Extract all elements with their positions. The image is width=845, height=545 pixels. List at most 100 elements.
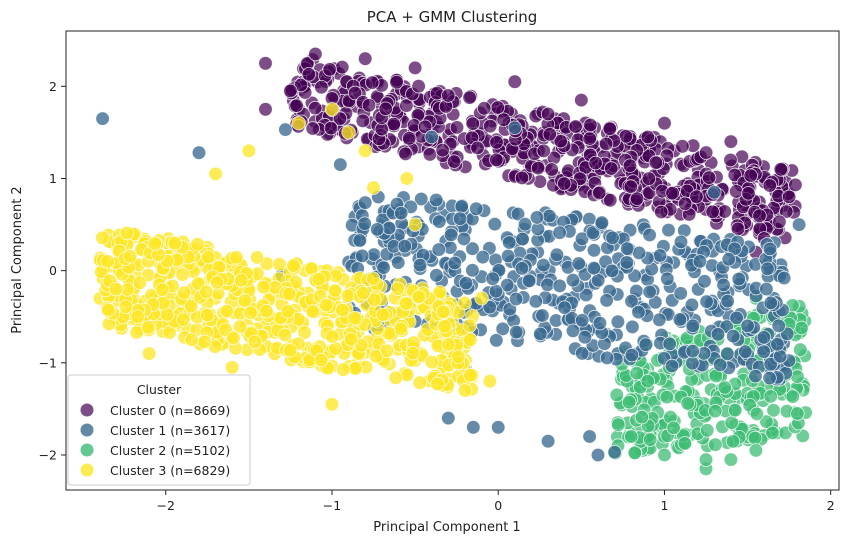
scatter-point-cluster-0 bbox=[598, 136, 614, 152]
scatter-point-cluster-0 bbox=[773, 162, 789, 177]
scatter-point-cluster-1 bbox=[599, 350, 615, 366]
scatter-point-cluster-1 bbox=[672, 312, 688, 327]
scatter-point-cluster-0 bbox=[435, 142, 450, 158]
scatter-point-cluster-0 bbox=[446, 154, 462, 169]
scatter-point-cluster-1 bbox=[514, 261, 530, 276]
scatter-point-cluster-2 bbox=[793, 342, 808, 357]
scatter-point-cluster-2 bbox=[790, 406, 805, 421]
scatter-point-cluster-3 bbox=[341, 125, 356, 140]
legend-marker-cluster-3 bbox=[80, 463, 94, 477]
scatter-point-cluster-3 bbox=[241, 143, 257, 159]
scatter-point-cluster-0 bbox=[675, 139, 690, 154]
scatter-point-cluster-0 bbox=[717, 204, 732, 219]
scatter-point-cluster-0 bbox=[641, 171, 657, 186]
scatter-point-cluster-3 bbox=[118, 299, 134, 315]
y-tick-label: 0 bbox=[49, 263, 57, 278]
scatter-point-cluster-3 bbox=[256, 280, 271, 295]
scatter-point-cluster-0 bbox=[389, 74, 404, 90]
scatter-point-cluster-3 bbox=[365, 271, 381, 286]
legend-entry-cluster-1: Cluster 1 (n=3617) bbox=[110, 423, 230, 438]
scatter-point-cluster-3 bbox=[390, 281, 405, 296]
scatter-point-cluster-2 bbox=[640, 374, 656, 389]
scatter-point-cluster-3 bbox=[325, 329, 340, 344]
y-axis-label: Principal Component 2 bbox=[10, 186, 25, 333]
scatter-point-cluster-1 bbox=[731, 271, 747, 287]
scatter-point-cluster-1 bbox=[443, 227, 459, 243]
scatter-point-cluster-0 bbox=[407, 60, 423, 76]
scatter-point-cluster-3 bbox=[375, 307, 391, 323]
scatter-point-cluster-0 bbox=[402, 131, 417, 146]
scatter-point-cluster-2 bbox=[748, 443, 764, 458]
scatter-point-cluster-1 bbox=[642, 227, 657, 243]
scatter-point-cluster-2 bbox=[680, 396, 695, 411]
scatter-point-cluster-1 bbox=[574, 231, 590, 247]
scatter-point-cluster-1 bbox=[452, 211, 468, 226]
scatter-point-cluster-3 bbox=[388, 370, 404, 386]
scatter-point-cluster-1 bbox=[638, 337, 654, 352]
scatter-point-cluster-3 bbox=[482, 374, 498, 389]
scatter-point-cluster-1 bbox=[491, 420, 506, 435]
scatter-point-cluster-2 bbox=[624, 429, 639, 444]
scatter-point-cluster-3 bbox=[229, 250, 244, 265]
scatter-point-cluster-1 bbox=[507, 120, 523, 136]
scatter-point-cluster-1 bbox=[692, 254, 708, 269]
y-tick-label: −2 bbox=[39, 447, 57, 462]
scatter-point-cluster-1 bbox=[429, 192, 444, 208]
scatter-point-cluster-1 bbox=[549, 247, 565, 263]
scatter-point-cluster-2 bbox=[763, 389, 778, 404]
scatter-point-cluster-3 bbox=[219, 303, 235, 319]
scatter-point-cluster-1 bbox=[652, 312, 667, 328]
scatter-point-cluster-1 bbox=[791, 217, 807, 232]
scatter-point-cluster-3 bbox=[297, 325, 312, 340]
y-axis: −2 −1 0 1 2 bbox=[39, 79, 66, 462]
scatter-point-cluster-2 bbox=[698, 452, 714, 467]
scatter-point-cluster-1 bbox=[773, 349, 788, 364]
scatter-point-cluster-3 bbox=[184, 332, 199, 347]
scatter-point-cluster-3 bbox=[343, 332, 359, 347]
scatter-point-cluster-3 bbox=[335, 302, 350, 318]
scatter-point-cluster-1 bbox=[552, 278, 567, 294]
scatter-point-cluster-0 bbox=[762, 178, 778, 193]
legend: Cluster Cluster 0 (n=8669) Cluster 1 (n=… bbox=[67, 374, 251, 486]
scatter-point-cluster-1 bbox=[533, 326, 548, 342]
scatter-point-cluster-1 bbox=[571, 256, 586, 271]
scatter-point-cluster-1 bbox=[590, 447, 606, 463]
scatter-point-cluster-3 bbox=[208, 166, 223, 182]
scatter-point-cluster-0 bbox=[477, 101, 492, 116]
y-tick-label: 2 bbox=[49, 79, 57, 94]
scatter-point-cluster-1 bbox=[552, 225, 567, 240]
scatter-point-cluster-3 bbox=[366, 180, 381, 195]
scatter-point-cluster-2 bbox=[765, 425, 780, 441]
scatter-point-cluster-1 bbox=[509, 324, 524, 340]
scatter-point-cluster-0 bbox=[623, 179, 639, 194]
scatter-point-cluster-3 bbox=[277, 327, 293, 343]
scatter-point-cluster-0 bbox=[470, 140, 485, 156]
scatter-point-cluster-1 bbox=[770, 337, 785, 352]
scatter-point-cluster-3 bbox=[283, 343, 298, 358]
scatter-point-cluster-1 bbox=[495, 321, 510, 337]
scatter-point-cluster-1 bbox=[515, 231, 530, 247]
scatter-point-cluster-0 bbox=[536, 143, 551, 159]
scatter-point-cluster-0 bbox=[507, 74, 523, 89]
scatter-point-cluster-3 bbox=[435, 304, 451, 320]
scatter-point-cluster-0 bbox=[314, 79, 329, 95]
legend-entry-cluster-3: Cluster 3 (n=6829) bbox=[110, 463, 230, 478]
scatter-point-cluster-0 bbox=[358, 51, 373, 66]
scatter-point-cluster-1 bbox=[577, 330, 593, 345]
scatter-point-cluster-2 bbox=[725, 434, 741, 449]
scatter-point-cluster-3 bbox=[340, 288, 356, 303]
legend-entry-cluster-0: Cluster 0 (n=8669) bbox=[110, 403, 230, 418]
scatter-point-cluster-0 bbox=[355, 113, 371, 129]
scatter-point-cluster-3 bbox=[305, 304, 320, 319]
scatter-point-cluster-0 bbox=[422, 147, 438, 162]
scatter-point-cluster-0 bbox=[788, 177, 803, 193]
scatter-point-cluster-0 bbox=[386, 116, 402, 132]
scatter-point-cluster-0 bbox=[557, 176, 572, 191]
scatter-point-cluster-2 bbox=[634, 409, 650, 425]
scatter-point-cluster-1 bbox=[565, 323, 581, 339]
scatter-point-cluster-1 bbox=[381, 220, 397, 236]
scatter-point-cluster-1 bbox=[664, 358, 680, 374]
scatter-point-cluster-1 bbox=[397, 238, 413, 254]
scatter-point-cluster-1 bbox=[454, 199, 469, 214]
scatter-point-cluster-0 bbox=[723, 134, 739, 149]
